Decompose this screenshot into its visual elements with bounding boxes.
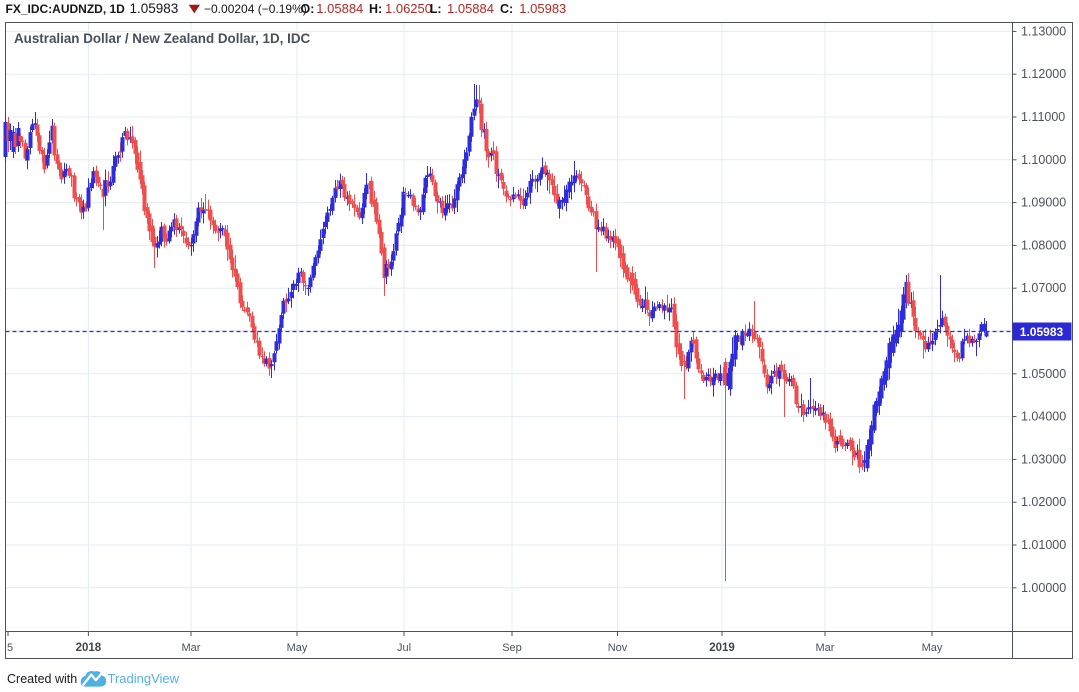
svg-text:1.07000: 1.07000 (1021, 281, 1066, 295)
svg-text:1.00000: 1.00000 (1021, 581, 1066, 595)
svg-text:FX_IDC:AUDNZD, 1D: FX_IDC:AUDNZD, 1D (6, 2, 126, 16)
svg-text:1.01000: 1.01000 (1021, 538, 1066, 552)
svg-text:1.03000: 1.03000 (1021, 452, 1066, 466)
svg-text:1.02000: 1.02000 (1021, 495, 1066, 509)
svg-text:Australian Dollar / New Zealan: Australian Dollar / New Zealand Dollar, … (14, 31, 310, 46)
svg-text:1.05983: 1.05983 (1020, 325, 1064, 339)
svg-text:C:: C: (500, 2, 513, 16)
svg-text:−0.00204 (−0.19%): −0.00204 (−0.19%) (204, 2, 307, 16)
svg-text:May: May (922, 642, 943, 654)
svg-text:May: May (287, 642, 308, 654)
svg-text:1.08000: 1.08000 (1021, 238, 1066, 252)
svg-text:1.05884: 1.05884 (316, 1, 363, 16)
svg-text:2018: 2018 (76, 642, 102, 654)
svg-text:1.04000: 1.04000 (1021, 410, 1066, 424)
svg-text:Mar: Mar (816, 642, 835, 654)
svg-text:Sep: Sep (502, 642, 522, 654)
svg-text:1.12000: 1.12000 (1021, 67, 1066, 81)
svg-text:Jul: Jul (397, 642, 411, 654)
svg-text:Mar: Mar (182, 642, 201, 654)
svg-text:1.05983: 1.05983 (130, 1, 179, 16)
svg-text:5: 5 (7, 642, 13, 654)
svg-text:1.10000: 1.10000 (1021, 153, 1066, 167)
svg-text:Nov: Nov (608, 642, 628, 654)
svg-text:TradingView: TradingView (108, 671, 180, 686)
svg-text:H:: H: (369, 2, 382, 16)
svg-text:1.09000: 1.09000 (1021, 196, 1066, 210)
svg-text:L:: L: (430, 2, 442, 16)
svg-text:1.06250: 1.06250 (385, 1, 432, 16)
svg-text:1.05983: 1.05983 (519, 1, 566, 16)
svg-text:1.11000: 1.11000 (1021, 110, 1065, 124)
svg-text:1.05884: 1.05884 (447, 1, 494, 16)
svg-text:O:: O: (301, 2, 315, 16)
svg-text:Created with: Created with (7, 672, 77, 686)
svg-text:2019: 2019 (709, 642, 735, 654)
svg-text:1.05000: 1.05000 (1021, 367, 1066, 381)
svg-text:1.13000: 1.13000 (1021, 24, 1066, 38)
